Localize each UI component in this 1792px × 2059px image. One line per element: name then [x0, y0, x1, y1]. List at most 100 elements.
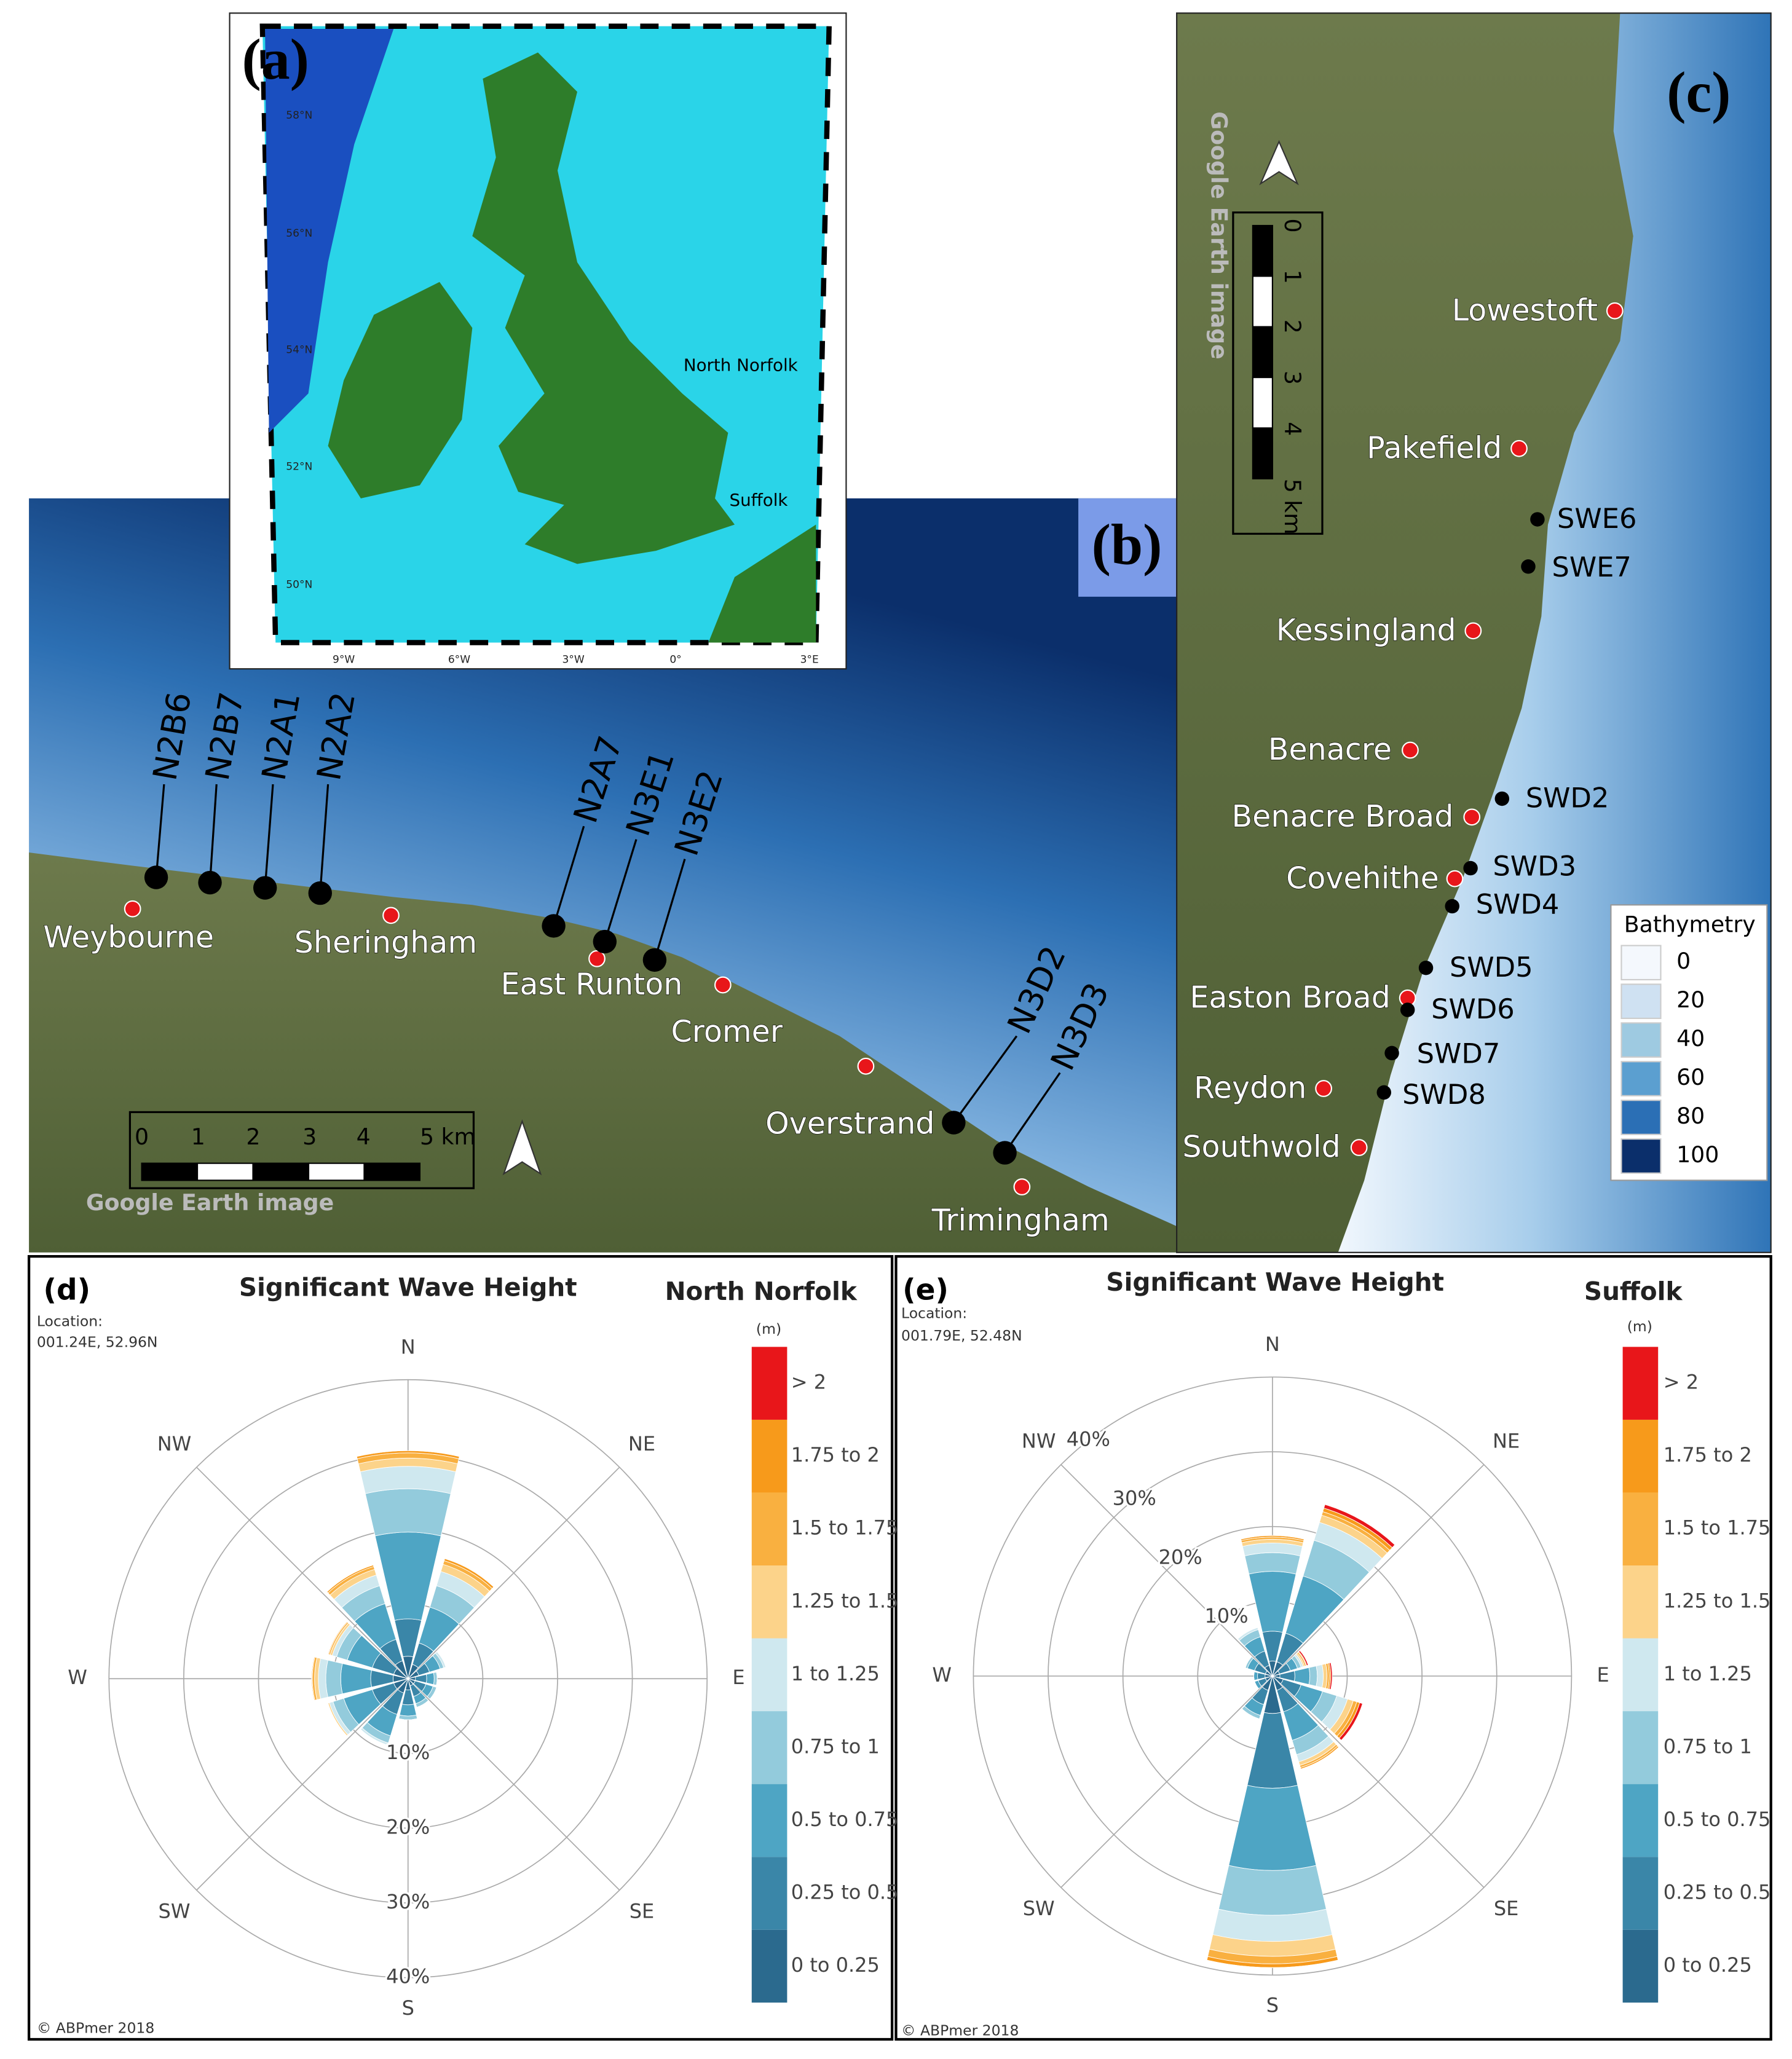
legend-label: 1 to 1.25 [1664, 1662, 1752, 1685]
rose-segment [1316, 1664, 1324, 1688]
station-label: SWD5 [1450, 951, 1533, 983]
panel-label: (b) [1092, 513, 1162, 577]
leader-line [264, 784, 274, 888]
place-label: Suffolk [730, 490, 788, 510]
rose-segment [1308, 1666, 1318, 1687]
legend-label: 1.5 to 1.75 [1664, 1516, 1771, 1540]
station-marker [253, 876, 277, 900]
rose-segment [425, 1672, 435, 1685]
station-marker [1376, 1085, 1391, 1100]
town-label: Cromer [671, 1014, 783, 1049]
scale-segment [141, 1162, 199, 1181]
lat-label: 50°N [286, 579, 312, 591]
legend-swatch [1622, 1347, 1659, 1420]
ring-label: 20% [1159, 1545, 1202, 1569]
ring-label: 40% [1067, 1428, 1110, 1451]
legend-swatch [1620, 945, 1662, 980]
scale-segment [363, 1162, 421, 1181]
town-marker [1464, 622, 1482, 640]
lon-label: 6°W [448, 653, 470, 666]
town-marker [1350, 1139, 1368, 1156]
scale-segment [196, 1162, 254, 1181]
legend-swatch [1622, 1784, 1659, 1857]
rose-segment [1253, 1671, 1258, 1681]
rose-segment [1254, 1681, 1259, 1689]
legend-swatch [751, 1784, 787, 1857]
town-label: Benacre [1268, 731, 1392, 767]
leader-line [953, 1035, 1018, 1124]
credit: Google Earth image [1206, 111, 1232, 359]
region: North Norfolk [665, 1277, 858, 1306]
ring-label: 10% [386, 1741, 430, 1764]
station-marker [308, 881, 332, 905]
leader-line [604, 839, 637, 942]
rose-segment [1245, 1656, 1252, 1668]
ring-label: 30% [1113, 1486, 1156, 1510]
station-label: SWE6 [1557, 502, 1637, 535]
ring [973, 1376, 1573, 1976]
legend-swatch [751, 1419, 787, 1493]
station-label: SWD7 [1417, 1037, 1501, 1070]
direction-label: SE [1494, 1897, 1519, 1920]
station-label: SWD4 [1476, 888, 1560, 920]
town-marker [588, 950, 606, 967]
town-label: Benacre Broad [1232, 798, 1454, 834]
land [29, 852, 1177, 1253]
scale-segment [1252, 427, 1273, 479]
panel-label: (a) [242, 28, 309, 92]
location-label: Location: [37, 1312, 103, 1329]
town-marker [382, 907, 400, 924]
legend-label: 0.5 to 0.75 [1664, 1808, 1771, 1831]
direction-label: W [932, 1663, 952, 1687]
legend-label: 1.75 to 2 [1664, 1443, 1752, 1466]
panel-label: (e) [902, 1273, 949, 1307]
north-arrow [502, 1119, 542, 1176]
ring [108, 1379, 708, 1978]
legend-label: 0 to 0.25 [1664, 1953, 1752, 1977]
legend-label: 20 [1676, 986, 1705, 1013]
town-label: Southwold [1182, 1129, 1341, 1165]
place-label: North Norfolk [684, 355, 798, 375]
rose-segment [416, 1700, 429, 1708]
town-marker [1463, 808, 1481, 826]
land-gb [472, 52, 735, 564]
rose-segment [1300, 1747, 1340, 1770]
scale-segment [252, 1162, 310, 1181]
rose-segment [365, 1488, 451, 1537]
direction-label: N [401, 1336, 416, 1359]
leader-line [208, 784, 218, 883]
town-label: Weybourne [43, 919, 214, 955]
town-label: Kessingland [1276, 612, 1456, 648]
north-arrow [1259, 140, 1299, 186]
legend-label: 0 [1676, 948, 1691, 974]
station-marker [542, 914, 566, 938]
land-europe [708, 524, 816, 643]
legend-label: 60 [1676, 1064, 1705, 1090]
station-marker [1494, 791, 1510, 806]
rose-title: Significant Wave Height [1106, 1267, 1444, 1297]
scale-segment [1252, 326, 1273, 379]
town-marker [1315, 1080, 1332, 1097]
legend-label: 40 [1676, 1025, 1705, 1052]
town-marker [1510, 439, 1528, 457]
rose-segment [1218, 1865, 1327, 1916]
legend-swatch [1622, 1857, 1659, 1930]
town-label: Pakefield [1367, 430, 1502, 465]
scale-label: 3 [1279, 371, 1306, 385]
rose-segment [326, 1564, 374, 1592]
location: 001.79E, 52.48N [901, 1327, 1022, 1344]
legend-swatch [1622, 1419, 1659, 1493]
scale-label: 4 [1279, 422, 1306, 436]
location: 001.24E, 52.96N [37, 1333, 158, 1350]
direction-label: SW [159, 1899, 191, 1923]
panel-label: (d) [44, 1273, 91, 1307]
legend-label: 1 to 1.25 [791, 1662, 880, 1685]
direction-label: W [68, 1666, 87, 1689]
legend-swatch [751, 1929, 787, 2003]
legend-label: 80 [1676, 1103, 1705, 1129]
direction-label: SE [630, 1899, 655, 1923]
legend-swatch [1620, 1022, 1662, 1058]
town-label: East Runton [501, 966, 683, 1002]
direction-label: NE [628, 1432, 655, 1455]
scale-label: 2 [1279, 320, 1306, 334]
